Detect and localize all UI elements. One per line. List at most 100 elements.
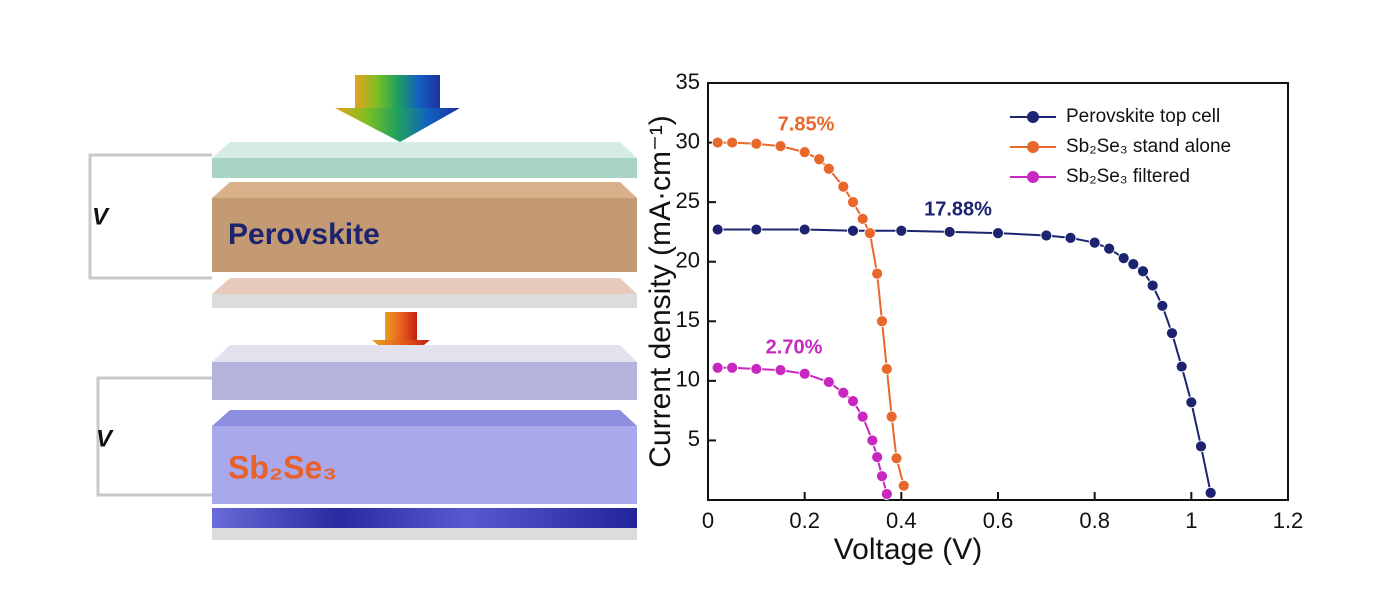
legend-marker: [1027, 171, 1039, 183]
x-tick-label: 0.4: [886, 508, 917, 533]
back-contact: [212, 508, 637, 528]
data-point: [1175, 360, 1188, 373]
data-point: [847, 224, 859, 237]
legend-label: Perovskite top cell: [1066, 106, 1220, 127]
data-point: [711, 223, 724, 236]
data-point: [895, 224, 908, 237]
data-point: [856, 212, 869, 225]
data-point: [871, 267, 884, 280]
x-tick-label: 0: [702, 508, 714, 533]
voltage-label: V: [96, 425, 114, 452]
data-point: [1156, 299, 1169, 312]
data-point: [1088, 236, 1101, 249]
glass-front: [212, 362, 637, 400]
data-point: [798, 223, 811, 236]
x-tick-label: 0.6: [983, 508, 1014, 533]
perovskite-front: [212, 198, 637, 272]
data-point: [711, 361, 724, 374]
y-tick-label: 30: [676, 128, 700, 153]
layer-label: Sb₂Se₃: [228, 449, 337, 485]
data-point: [750, 223, 763, 236]
data-point: [1204, 486, 1217, 499]
annotation: 2.70%: [766, 336, 823, 358]
y-tick-label: 20: [676, 248, 700, 273]
data-point: [813, 153, 826, 166]
data-point: [866, 434, 879, 447]
data-point: [1137, 265, 1149, 278]
data-point: [1195, 440, 1207, 453]
data-point: [1146, 279, 1159, 292]
data-point: [1117, 252, 1130, 265]
data-point: [864, 227, 876, 240]
glass-top: [212, 345, 637, 362]
data-point: [798, 367, 811, 380]
data-point: [726, 361, 739, 374]
data-point: [1166, 327, 1178, 340]
electrode-top: [212, 278, 637, 294]
annotation: 17.88%: [924, 198, 992, 220]
data-point: [774, 364, 787, 377]
data-point: [897, 479, 910, 492]
data-point: [885, 410, 898, 423]
series-line: [717, 366, 888, 495]
data-point: [847, 196, 859, 209]
data-point: [880, 363, 893, 375]
x-tick-label: 1.2: [1273, 508, 1304, 533]
data-point: [992, 227, 1004, 240]
data-point: [880, 488, 893, 500]
y-tick-label: 15: [676, 307, 700, 332]
jv-chart: 5 10 15 20 25 30 35 0 0.2 0.4 0.6 0.8 1 1.2 Voltage (V…: [644, 69, 1303, 566]
light-arrow: [355, 75, 440, 110]
voltage-label: V: [92, 203, 110, 230]
data-point: [871, 451, 884, 464]
glass-front: [212, 158, 637, 178]
legend-label: Sb₂Se₃ filtered: [1066, 166, 1190, 187]
series-line: [717, 141, 905, 486]
data-point: [750, 137, 763, 150]
data-point: [798, 146, 811, 159]
data-point: [890, 452, 903, 465]
wire: [96, 376, 212, 497]
x-tick-label: 0.2: [789, 508, 820, 533]
data-point: [1103, 242, 1116, 255]
light-arrow-head: [335, 108, 460, 142]
device-diagram: V V Perovskite Sb₂Se₃: [88, 75, 637, 540]
perovskite-top: [212, 182, 637, 198]
y-tick-label: 25: [676, 188, 700, 213]
absorber-top: [212, 410, 637, 426]
filtered-arrow: [385, 312, 417, 342]
x-axis-title: Voltage (V): [834, 533, 982, 566]
data-point: [876, 315, 888, 328]
data-point: [774, 140, 787, 153]
electrode-front: [212, 294, 637, 308]
data-point: [711, 136, 724, 149]
data-point: [856, 410, 869, 423]
data-point: [1040, 229, 1053, 242]
y-tick-label: 35: [676, 69, 700, 94]
data-point: [750, 363, 763, 375]
annotation: 7.85%: [778, 113, 835, 135]
x-tick-label: 1: [1185, 508, 1197, 533]
series-line: [717, 228, 1212, 494]
absorber-front: [212, 426, 637, 504]
data-point: [1127, 258, 1140, 270]
legend-label: Sb₂Se₃ stand alone: [1066, 136, 1231, 157]
y-tick-label: 10: [676, 367, 700, 392]
legend-marker: [1027, 141, 1039, 153]
x-tick-label: 0.8: [1079, 508, 1110, 533]
substrate: [212, 528, 637, 540]
layer-label: Perovskite: [228, 218, 380, 251]
data-point: [837, 386, 850, 399]
data-point: [876, 470, 888, 483]
wire: [88, 153, 212, 280]
data-point: [1185, 396, 1198, 409]
data-point: [726, 136, 739, 149]
data-point: [822, 376, 835, 388]
data-point: [822, 162, 835, 175]
glass-top: [212, 142, 637, 158]
data-point: [837, 180, 850, 193]
data-point: [1064, 231, 1077, 244]
y-tick-label: 5: [688, 426, 700, 451]
y-axis-title: Current density (mA·cm⁻¹): [644, 115, 677, 468]
